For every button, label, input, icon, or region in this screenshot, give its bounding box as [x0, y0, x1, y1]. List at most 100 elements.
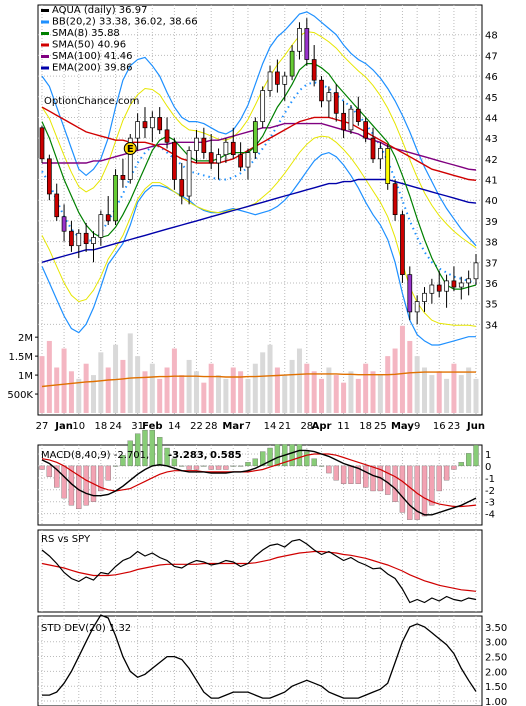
watermark-text: OptionChance.com: [44, 96, 139, 107]
volume-bar: [216, 375, 222, 413]
macd-histogram-bar: [326, 465, 332, 474]
macd-histogram-bar: [46, 465, 53, 477]
bb-lower-line: [41, 151, 476, 346]
volume-tick-label: 1.5M: [8, 352, 33, 363]
x-tick-label: 21: [278, 421, 291, 432]
macd-histogram-bar: [363, 465, 369, 488]
volume-bar: [289, 359, 295, 413]
x-tick-label: 9: [414, 421, 420, 432]
candle-body: [208, 152, 214, 164]
candle-body: [436, 284, 442, 292]
price-tick-label: 41: [485, 176, 498, 187]
macd-histogram-bar: [112, 465, 119, 467]
stddev-tick-label: 3.00: [485, 638, 507, 649]
legend-entry: EMA(200) 39.86: [52, 63, 132, 74]
macd-histogram-bar: [318, 465, 325, 467]
macd-histogram-bar: [201, 465, 207, 467]
price-tick-label: 36: [485, 279, 498, 290]
macd-tick-label: 1: [485, 450, 491, 461]
volume-bar: [46, 340, 52, 413]
macd-histogram-bar: [98, 465, 104, 492]
legend-swatch: [41, 66, 49, 70]
volume-bar: [61, 348, 67, 413]
candle-body: [149, 117, 155, 129]
candle-body: [223, 141, 229, 156]
candle-body: [47, 158, 52, 195]
macd-signal-value: -3.283,: [168, 450, 208, 461]
volume-bar: [149, 363, 155, 413]
event-marker-label: E: [127, 144, 134, 155]
macd-histogram-bar: [193, 465, 200, 470]
legend-swatch: [41, 20, 49, 24]
macd-histogram-bar: [157, 437, 163, 467]
volume-bar: [326, 367, 332, 413]
macd-tick-label: -2: [485, 486, 495, 497]
candle-body: [392, 183, 398, 216]
price-tick-label: 48: [485, 31, 498, 42]
volume-bar: [436, 371, 442, 413]
candle-body: [245, 152, 251, 168]
macd-histogram-bar: [370, 465, 376, 492]
volume-tick-label: 500K: [7, 390, 33, 401]
sma100-line: [42, 122, 477, 171]
candle-body: [216, 154, 221, 164]
volume-bar: [171, 348, 177, 413]
candle-body: [186, 150, 192, 197]
candle-body: [135, 121, 140, 139]
x-tick-label: 31: [131, 421, 144, 432]
volume-bar: [223, 378, 229, 413]
rs-line: [41, 538, 477, 604]
price-tick-label: 47: [485, 51, 498, 62]
candle-body: [54, 193, 60, 218]
macd-histogram-bar: [451, 465, 457, 470]
volume-bar: [201, 382, 207, 413]
candle-body: [363, 121, 369, 139]
macd-histogram-bar: [252, 458, 258, 467]
candle-body: [267, 71, 273, 91]
legend-entry: SMA(8) 35.88: [52, 28, 120, 39]
volume-bar: [230, 367, 236, 413]
volume-bar: [98, 352, 104, 413]
macd-histogram-bar: [289, 444, 295, 467]
macd-histogram-bar: [260, 451, 266, 467]
macd-histogram-bar: [54, 465, 60, 488]
candle-body: [400, 214, 405, 276]
x-tick-label: May: [391, 421, 414, 432]
volume-bar: [333, 375, 339, 413]
candle-body: [348, 108, 354, 131]
stddev-label: STD DEV(20) 1.32: [41, 623, 131, 634]
volume-bar: [311, 371, 317, 413]
stddev-tick-label: 3.50: [485, 623, 507, 634]
candle-body: [39, 127, 45, 160]
candle-body: [429, 284, 435, 294]
price-tick-label: 39: [485, 217, 498, 228]
candle-body: [355, 108, 361, 122]
macd-histogram-bar: [186, 465, 192, 470]
volume-bar: [458, 375, 464, 413]
candle-body: [120, 175, 126, 180]
macd-histogram-bar: [311, 458, 317, 467]
candle-body: [98, 214, 104, 238]
macd-histogram-bar: [304, 451, 310, 467]
candle-body: [105, 214, 111, 222]
volume-bar: [385, 356, 391, 413]
x-tick-label: 27: [36, 421, 49, 432]
candle-body: [127, 137, 133, 180]
macd-histogram-bar: [355, 465, 361, 484]
x-tick-label: 28: [205, 421, 218, 432]
volume-bar: [90, 375, 96, 413]
candle-body: [326, 92, 332, 102]
macd-histogram-bar: [208, 465, 214, 470]
candle-body: [157, 117, 163, 131]
volume-bar: [76, 378, 82, 413]
x-tick-label: 7: [245, 421, 251, 432]
candle-body: [444, 280, 449, 292]
volume-bar: [238, 371, 244, 413]
volume-bar: [399, 325, 405, 413]
volume-bar: [135, 356, 141, 413]
volume-bar: [68, 371, 74, 413]
macd-histogram-bar: [465, 453, 472, 467]
macd-histogram-bar: [340, 465, 347, 484]
macd-histogram-bar: [149, 429, 155, 467]
